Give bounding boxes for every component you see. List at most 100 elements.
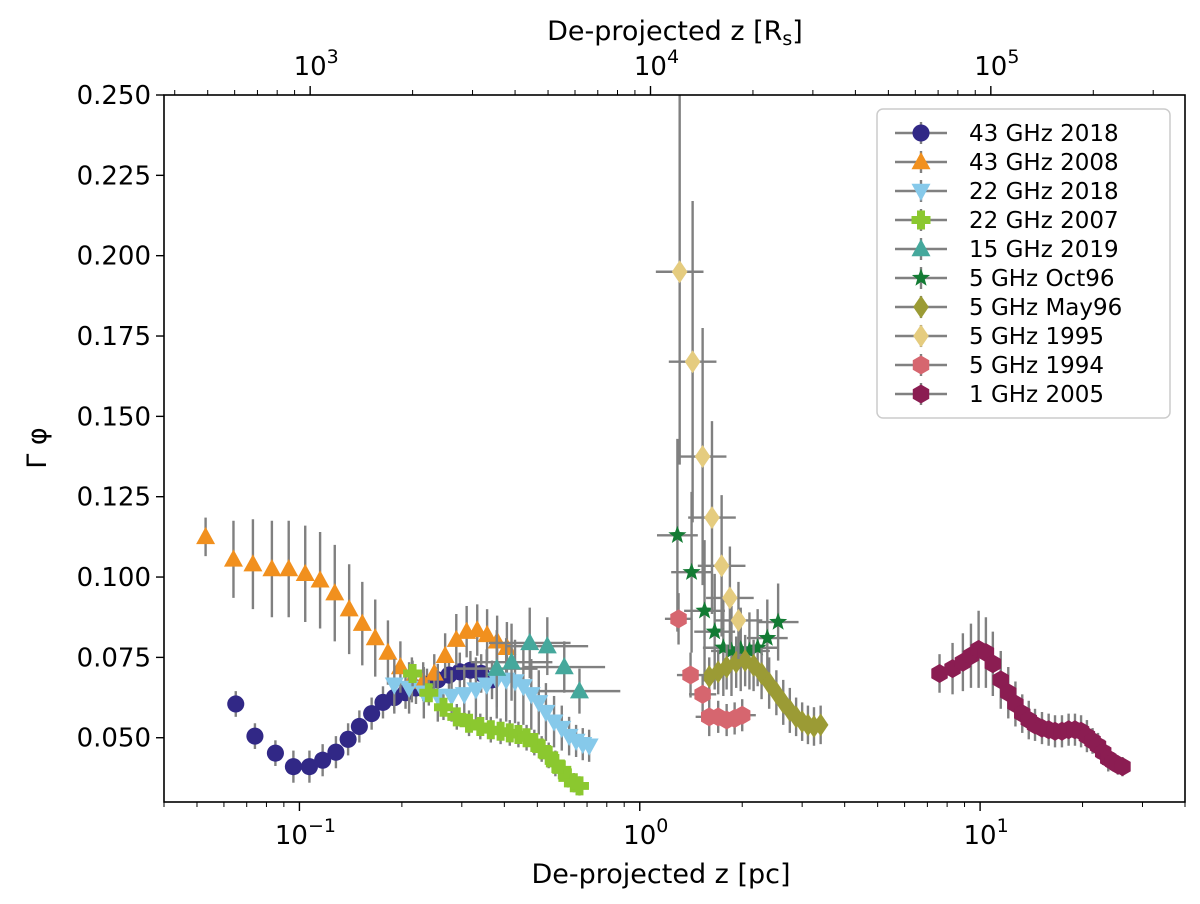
y-tick-label: 0.100: [77, 563, 151, 593]
data-point: [722, 641, 741, 659]
legend-entry: 5 GHz 1994: [895, 353, 1104, 379]
data-point: [378, 642, 398, 660]
data-point: [279, 559, 299, 577]
legend-entry: 22 GHz 2018: [895, 179, 1119, 205]
data-point: [748, 638, 767, 656]
data-point: [447, 707, 467, 727]
data-point: [502, 652, 522, 670]
data-point: [579, 738, 599, 756]
series-3: [403, 660, 589, 796]
legend-label: 1 GHz 2005: [969, 382, 1104, 408]
data-point: [487, 658, 507, 676]
legend-label: 43 GHz 2018: [969, 121, 1119, 147]
x-axis-title: De-projected z [pc]: [532, 859, 791, 890]
legend-marker: [913, 324, 929, 348]
data-point: [424, 663, 444, 681]
data-point: [352, 613, 372, 631]
x-tick-label: 101: [964, 815, 1009, 851]
plot-frame: [163, 94, 1186, 803]
data-point: [399, 680, 419, 698]
data-point: [695, 601, 714, 619]
y-tick-label: 0.200: [77, 242, 151, 272]
data-point: [554, 657, 574, 675]
data-point: [552, 760, 572, 780]
data-point: [266, 744, 284, 762]
y-tick-label: 0.175: [77, 322, 151, 352]
legend-marker: [912, 355, 930, 375]
data-point: [682, 665, 699, 685]
data-point: [671, 260, 688, 284]
data-point: [325, 583, 345, 601]
data-point: [339, 599, 359, 617]
data-point: [350, 717, 368, 736]
legend-marker: [913, 295, 929, 319]
legend-label: 43 GHz 2008: [969, 150, 1119, 176]
legend-marker: [912, 384, 930, 404]
data-point: [529, 695, 549, 713]
data-point: [300, 758, 318, 776]
data-point: [984, 654, 1002, 674]
data-point: [722, 586, 738, 610]
data-point: [196, 526, 216, 545]
data-point: [812, 713, 829, 737]
data-point: [327, 743, 345, 761]
data-point: [684, 350, 701, 374]
y-tick-label: 0.125: [77, 483, 151, 513]
data-point: [718, 655, 735, 679]
data-point: [714, 638, 733, 656]
data-point: [243, 554, 263, 572]
data-point: [705, 622, 724, 640]
data-point: [442, 688, 462, 706]
legend-entry: 15 GHz 2019: [895, 237, 1119, 263]
legend-marker: [911, 239, 931, 257]
legend-box: [876, 108, 1171, 419]
data-point: [310, 570, 330, 588]
data-point: [477, 677, 497, 695]
data-point: [384, 677, 404, 695]
data-point: [782, 698, 798, 722]
data-point: [569, 681, 589, 699]
data-point: [403, 663, 423, 683]
y-tick-label: 0.225: [77, 161, 151, 191]
legend-entry: 5 GHz 1995: [895, 324, 1104, 350]
legend-entry: 43 GHz 2008: [895, 150, 1119, 176]
data-point: [284, 758, 302, 776]
data-point: [459, 713, 479, 733]
data-point: [731, 639, 750, 658]
data-point: [295, 563, 315, 582]
legend-marker: [911, 152, 931, 170]
legend-label: 5 GHz Oct96: [969, 266, 1114, 292]
data-point: [728, 650, 744, 674]
data-point: [545, 753, 565, 773]
data-point: [569, 776, 589, 796]
legend: 43 GHz 2018 43 GHz 2008 22 GHz 2018 22 GHz …: [876, 108, 1171, 419]
legend-entry: 22 GHz 2007: [895, 208, 1119, 234]
data-point: [532, 739, 552, 759]
data-point: [314, 751, 332, 769]
data-point: [539, 745, 559, 765]
data-point: [992, 670, 1009, 690]
legend-entry: 5 GHz May96: [895, 295, 1122, 321]
data-point: [505, 674, 525, 692]
data-point: [363, 705, 381, 723]
top-axis-title: De-projected z [Rs]: [547, 16, 803, 50]
legend-marker: [911, 183, 931, 201]
legend-marker: [912, 124, 930, 142]
data-point: [740, 641, 759, 659]
plot-area: [196, 95, 1131, 796]
legend-label: 5 GHz 1995: [969, 324, 1104, 350]
data-point: [931, 663, 948, 683]
data-point: [223, 549, 243, 567]
legend-label: 22 GHz 2018: [969, 179, 1119, 205]
data-point: [524, 733, 544, 753]
data-point: [454, 687, 474, 705]
data-point: [775, 690, 792, 714]
series-8: [664, 593, 756, 737]
data-point: [467, 620, 487, 638]
data-point: [477, 624, 497, 643]
data-point: [737, 649, 753, 673]
data-point: [537, 636, 557, 654]
data-point: [435, 645, 455, 663]
top-tick-label: 103: [294, 46, 339, 82]
